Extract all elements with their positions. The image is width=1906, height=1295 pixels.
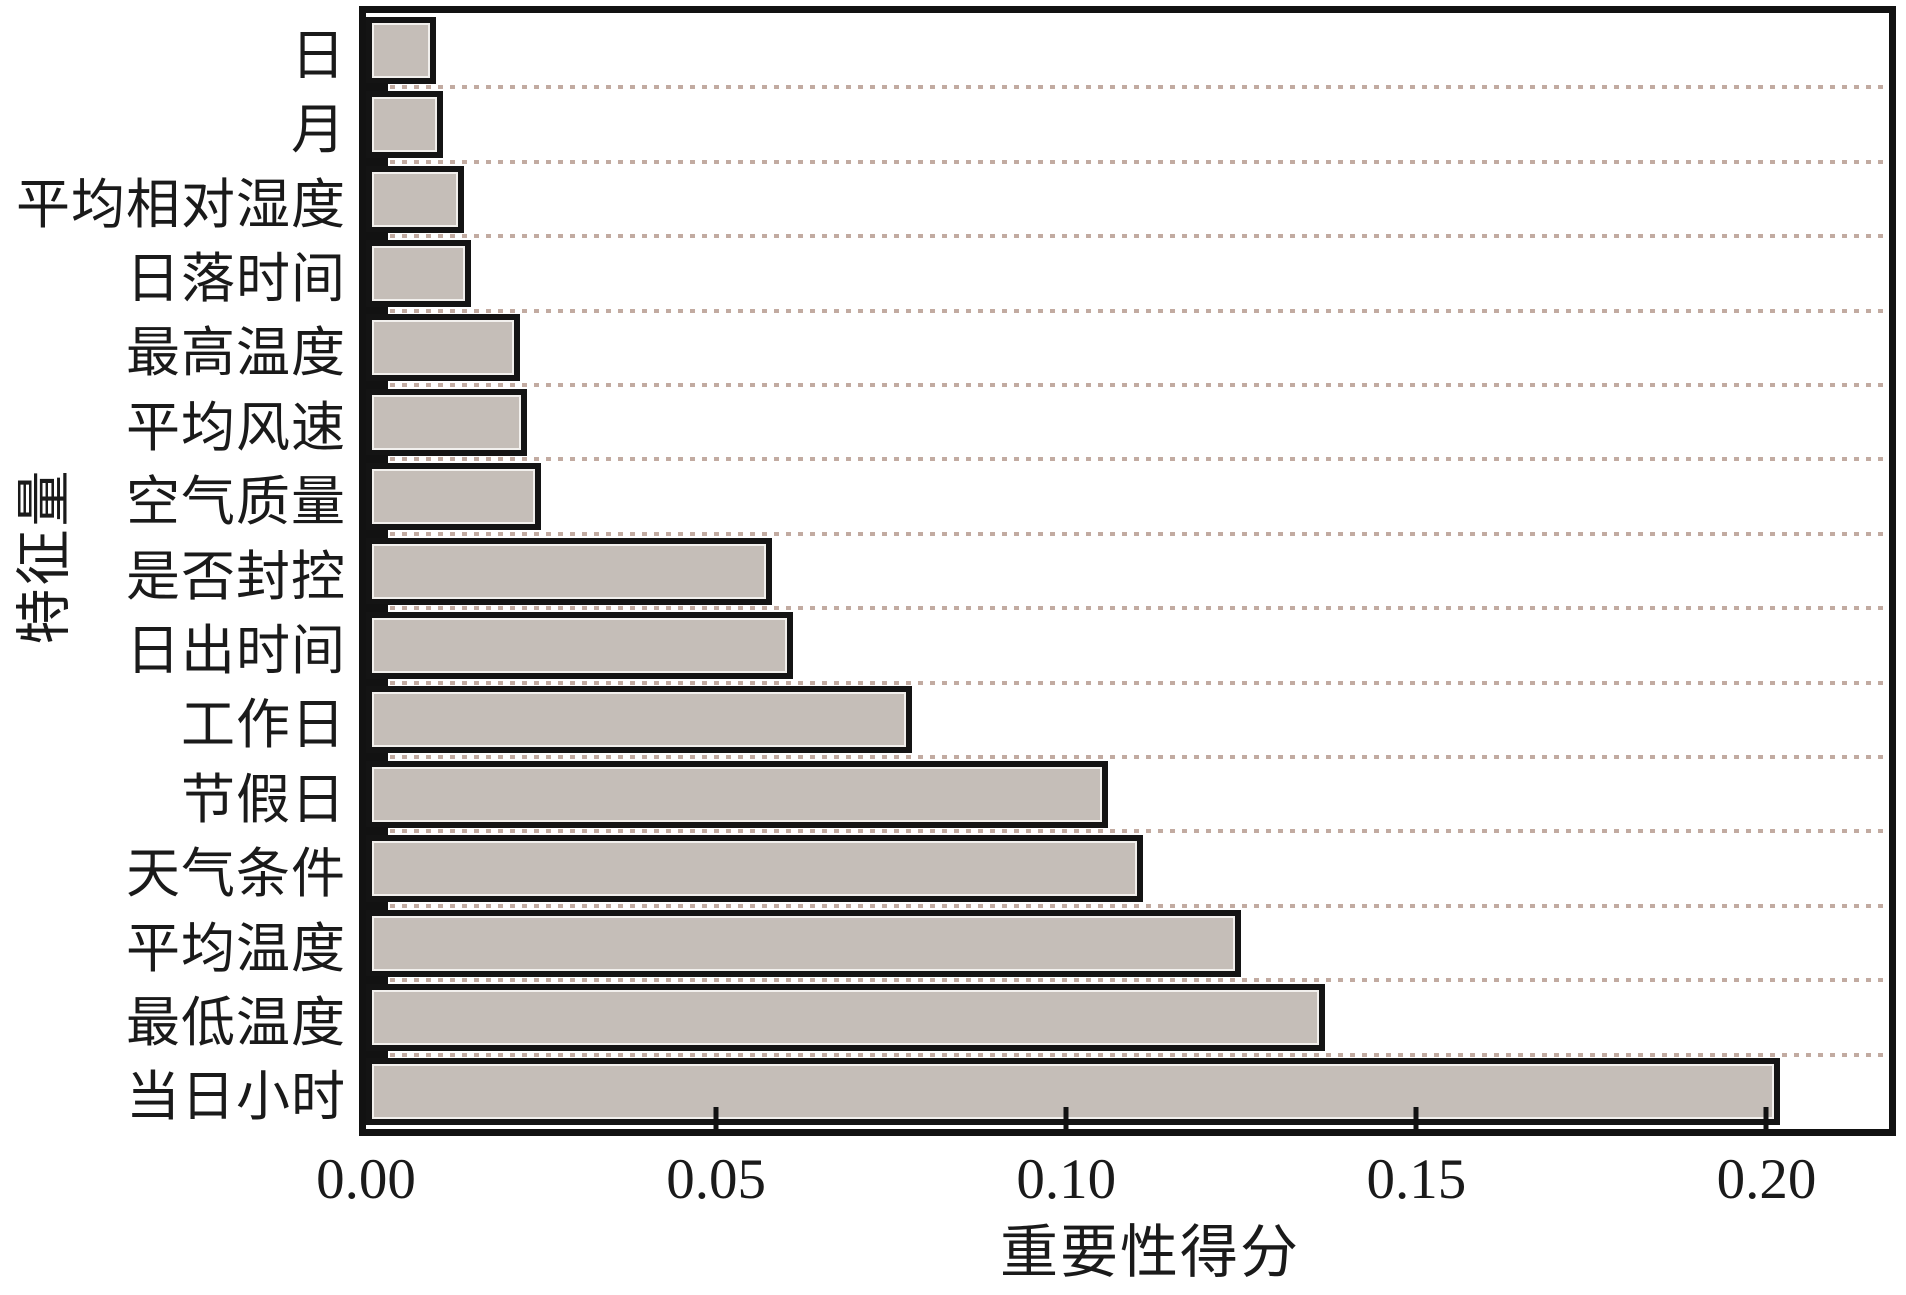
category-label: 平均温度 [126, 918, 346, 979]
plot-area [366, 13, 1889, 1129]
x-axis-tick [1063, 1107, 1069, 1129]
gridline [366, 1052, 1883, 1057]
bar-最高温度 [366, 314, 521, 382]
y-axis-minor-tick [366, 678, 388, 687]
category-label: 节假日 [181, 769, 346, 830]
y-axis-minor-tick [366, 455, 388, 464]
gridline [366, 308, 1883, 313]
category-label: 平均相对湿度 [16, 174, 346, 235]
bar-日 [366, 16, 437, 84]
bar-是否封控 [366, 537, 773, 605]
y-axis-minor-tick [366, 827, 388, 836]
y-axis-minor-tick [366, 529, 388, 538]
y-axis-minor-tick [366, 1050, 388, 1059]
category-label: 当日小时 [126, 1067, 346, 1128]
gridline [366, 531, 1883, 536]
y-tick-labels: 日月平均相对湿度日落时间最高温度平均风速空气质量是否封控日出时间工作日节假日天气… [0, 13, 346, 1129]
y-axis-minor-tick [366, 83, 388, 92]
gridline [366, 978, 1883, 983]
bar-平均风速 [366, 388, 528, 456]
category-label: 日落时间 [126, 248, 346, 309]
bar-日出时间 [366, 611, 794, 679]
bar-最低温度 [366, 983, 1326, 1051]
category-label: 是否封控 [126, 546, 346, 607]
gridline [366, 606, 1883, 611]
bar-节假日 [366, 760, 1109, 828]
gridline [366, 829, 1883, 834]
gridline [366, 755, 1883, 759]
y-axis-minor-tick [366, 157, 388, 166]
gridline [366, 680, 1883, 685]
x-axis-title: 重要性得分 [999, 1220, 1301, 1285]
y-axis-minor-tick [366, 604, 388, 613]
x-tick-label: 0.05 [666, 1148, 766, 1211]
bar-工作日 [366, 686, 913, 754]
x-tick-label: 0.15 [1366, 1148, 1467, 1211]
x-axis-tick [713, 1107, 719, 1129]
gridline [366, 903, 1883, 908]
category-label: 最低温度 [126, 992, 346, 1053]
gridline [366, 383, 1883, 387]
bar-平均温度 [366, 909, 1242, 977]
bar-日落时间 [366, 239, 472, 307]
y-axis-minor-tick [366, 901, 388, 910]
category-label: 工作日 [181, 695, 346, 756]
y-axis-minor-tick [366, 306, 388, 315]
x-tick-label: 0.20 [1716, 1148, 1817, 1211]
gridline [366, 234, 1883, 239]
category-label: 天气条件 [126, 844, 346, 905]
x-axis-tick [1763, 1107, 1769, 1129]
plot-frame [359, 6, 1896, 1136]
bar-月 [366, 91, 444, 159]
gridline [366, 457, 1883, 462]
category-label: 最高温度 [126, 323, 346, 384]
y-axis-minor-tick [366, 381, 388, 389]
y-axis-minor-tick [366, 753, 388, 761]
bar-空气质量 [366, 463, 542, 531]
gridline [366, 159, 1883, 164]
x-tick-label: 0.10 [1016, 1148, 1117, 1211]
category-label: 日出时间 [126, 620, 346, 681]
bar-平均相对湿度 [366, 165, 465, 233]
category-label: 空气质量 [126, 472, 346, 533]
category-label: 平均风速 [126, 397, 346, 458]
x-axis-tick [1413, 1107, 1419, 1129]
y-axis-minor-tick [366, 232, 388, 241]
category-label: 日 [291, 25, 346, 86]
gridline [366, 85, 1883, 90]
category-label: 月 [291, 100, 346, 161]
x-tick-label: 0.00 [316, 1148, 416, 1211]
bar-天气条件 [366, 835, 1144, 903]
bar-当日小时 [366, 1058, 1781, 1126]
y-axis-minor-tick [366, 976, 388, 985]
